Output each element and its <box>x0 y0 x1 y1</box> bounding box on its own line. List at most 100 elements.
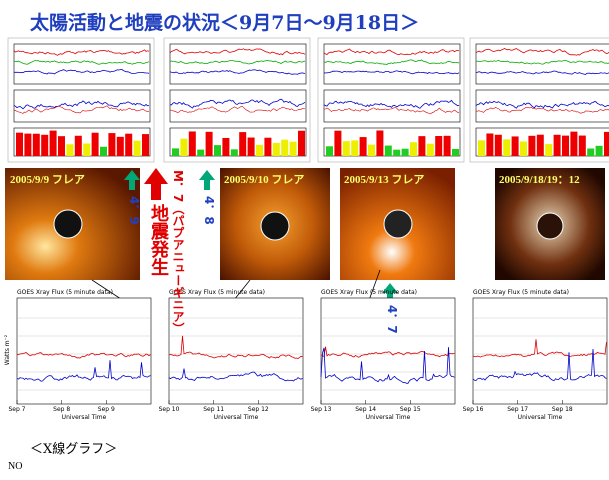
occulter <box>536 212 564 240</box>
arrows <box>91 168 398 326</box>
trace <box>323 70 460 75</box>
index-bar <box>49 130 57 156</box>
index-bar <box>24 133 32 156</box>
index-bar <box>66 144 74 156</box>
plot-box <box>320 297 456 405</box>
trace <box>475 59 609 65</box>
trace <box>323 48 460 56</box>
index-bar <box>247 137 255 156</box>
trace <box>13 49 150 56</box>
index-bar <box>83 143 91 156</box>
index-bar <box>503 139 511 156</box>
main-quake-note: M．7（パプアニューギニア） <box>171 170 185 335</box>
trace <box>169 48 306 56</box>
long-channel <box>472 339 607 358</box>
index-bar <box>334 130 342 156</box>
index-bar <box>180 138 188 156</box>
trace <box>169 105 306 113</box>
index-bar <box>359 137 367 156</box>
index-bar <box>32 133 40 156</box>
plot-box <box>13 89 151 123</box>
trace <box>323 99 460 109</box>
index-bar <box>553 134 561 156</box>
index-bar <box>595 145 603 156</box>
index-bar <box>410 142 417 156</box>
xray-flux-plots: GOES Xray Flux (5 minute data) Sep 7 Sep 8… <box>4 289 608 421</box>
index-bar <box>197 149 205 156</box>
plot-box <box>475 89 609 123</box>
index-bar <box>351 140 359 156</box>
plot-box <box>169 89 307 123</box>
quake-magnitude: 4．9 <box>127 196 141 225</box>
plot-box <box>323 89 461 123</box>
index-bar <box>74 135 82 156</box>
quake-magnitude: 4．8 <box>202 196 216 225</box>
index-bar <box>443 135 451 156</box>
quake-arrow <box>382 283 398 302</box>
index-bar <box>41 134 49 156</box>
trace <box>323 107 460 115</box>
trace <box>169 69 306 75</box>
index-bar <box>562 135 569 156</box>
index-bar <box>91 132 99 156</box>
trace <box>14 60 150 65</box>
trace <box>475 48 609 56</box>
date-label: Sep 17 <box>507 406 528 413</box>
satellite-environment-plots <box>7 37 609 163</box>
slide-title: 太陽活動と地震の状況＜9月7日～9月18日＞ <box>30 12 420 34</box>
date-label: Sep 14 <box>355 406 376 413</box>
quake-arrow <box>199 170 215 190</box>
panel-title: GOES Xray Flux (5 minute data) <box>169 289 265 296</box>
index-bar <box>486 133 494 156</box>
date-label: Sep 16 <box>463 406 484 413</box>
long-channel <box>168 335 303 359</box>
index-bar <box>188 131 196 156</box>
trace <box>169 59 306 65</box>
quake-magnitude: 4．7 <box>385 305 399 334</box>
index-bar <box>272 142 280 156</box>
index-bar <box>528 135 536 156</box>
index-bar <box>16 132 23 156</box>
index-bar <box>393 149 401 156</box>
date-label: Sep 8 <box>53 406 70 413</box>
image-label: 2005/9/10 フレア <box>224 173 304 186</box>
index-bar <box>230 149 238 156</box>
plot-box <box>323 43 461 85</box>
index-bar <box>264 137 272 156</box>
index-bar <box>100 146 107 156</box>
short-channel <box>472 348 607 382</box>
date-label: Sep 11 <box>203 406 224 413</box>
plot-box <box>169 43 307 85</box>
caption: ＜X線グラフ＞ <box>30 442 118 457</box>
y-axis-label: Watts m⁻² <box>4 334 11 365</box>
date-label: Sep 12 <box>248 406 269 413</box>
x-axis-label: Universal Time <box>214 414 259 421</box>
plot-box <box>472 297 608 405</box>
date-label: Sep 7 <box>8 406 25 413</box>
index-bar <box>520 141 527 156</box>
date-label: Sep 13 <box>311 406 332 413</box>
index-bar <box>587 148 595 156</box>
plot-box <box>13 127 151 157</box>
plot-box <box>323 127 461 157</box>
long-channel <box>16 352 151 359</box>
image-label: 2005/9/18/19：12 <box>499 174 580 186</box>
panel-title: GOES Xray Flux (5 minute data) <box>321 289 417 296</box>
index-bar <box>116 136 124 156</box>
trace <box>13 105 150 114</box>
main-quake-arrow <box>144 168 168 200</box>
x-axis-label: Universal Time <box>366 414 411 421</box>
index-bar <box>222 137 230 156</box>
index-bar <box>256 144 263 156</box>
panel-title: GOES Xray Flux (5 minute data) <box>473 289 569 296</box>
index-bar <box>604 131 609 156</box>
index-bar <box>478 140 485 156</box>
index-bar <box>133 140 141 156</box>
date-label: Sep 18 <box>552 406 573 413</box>
trace <box>475 107 609 114</box>
plot-box <box>168 297 304 405</box>
index-bar <box>298 130 305 156</box>
panel-title: GOES Xray Flux (5 minute data) <box>17 289 113 296</box>
